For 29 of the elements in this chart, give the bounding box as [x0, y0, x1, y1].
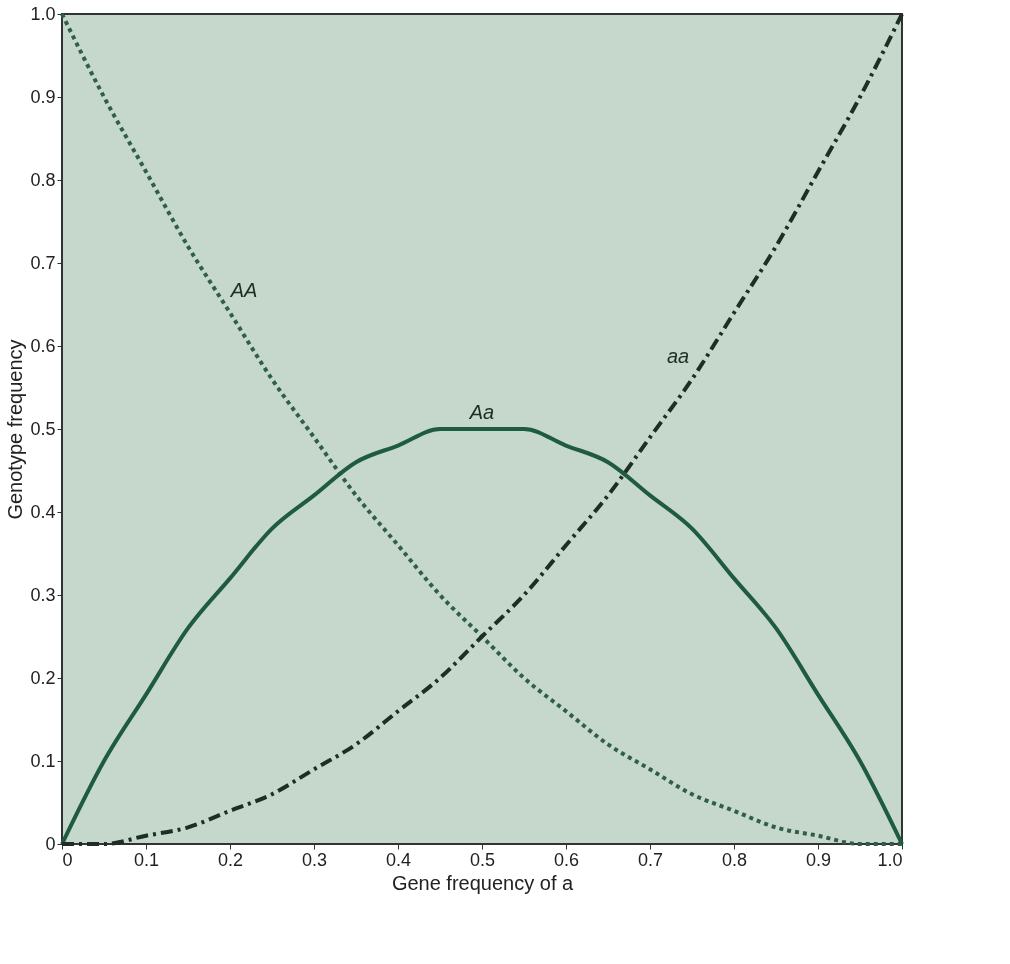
- x-tick-label: 0: [62, 849, 73, 870]
- y-axis-title: Genotype frequency: [4, 339, 27, 520]
- y-tick-label: 0.2: [30, 667, 56, 688]
- x-tick-label: 0.9: [805, 849, 832, 870]
- y-tick-label: 0.7: [30, 252, 56, 273]
- x-tick-label: 0.5: [469, 849, 496, 870]
- y-tick-label: 0.3: [30, 584, 56, 605]
- x-tick-label: 0.4: [385, 849, 412, 870]
- line-series: [60, 427, 904, 846]
- series-label: AA: [229, 278, 258, 301]
- line-series: [60, 12, 904, 846]
- y-tick-label: 1.0: [30, 3, 56, 24]
- x-axis-title: Gene frequency of a: [391, 871, 574, 894]
- x-tick-label: 0.6: [553, 849, 580, 870]
- y-tick-label: 0.5: [30, 418, 56, 439]
- x-tick-label: 0.2: [217, 849, 244, 870]
- series-label: Aa: [468, 401, 495, 423]
- y-tick-label: 0.4: [30, 501, 56, 522]
- y-tick-label: 0: [45, 833, 56, 854]
- y-tick-label: 0.6: [30, 335, 56, 356]
- x-tick-label: 0.3: [301, 849, 328, 870]
- x-tick-label: 0.8: [721, 849, 748, 870]
- x-tick-label: 1.0: [877, 849, 903, 870]
- y-tick-label: 0.8: [30, 169, 56, 190]
- x-tick-label: 0.1: [133, 849, 160, 870]
- y-tick-label: 0.1: [30, 750, 56, 771]
- y-tick-label: 0.9: [30, 86, 56, 107]
- series-label: aa: [666, 345, 690, 368]
- x-tick-label: 0.7: [637, 849, 664, 870]
